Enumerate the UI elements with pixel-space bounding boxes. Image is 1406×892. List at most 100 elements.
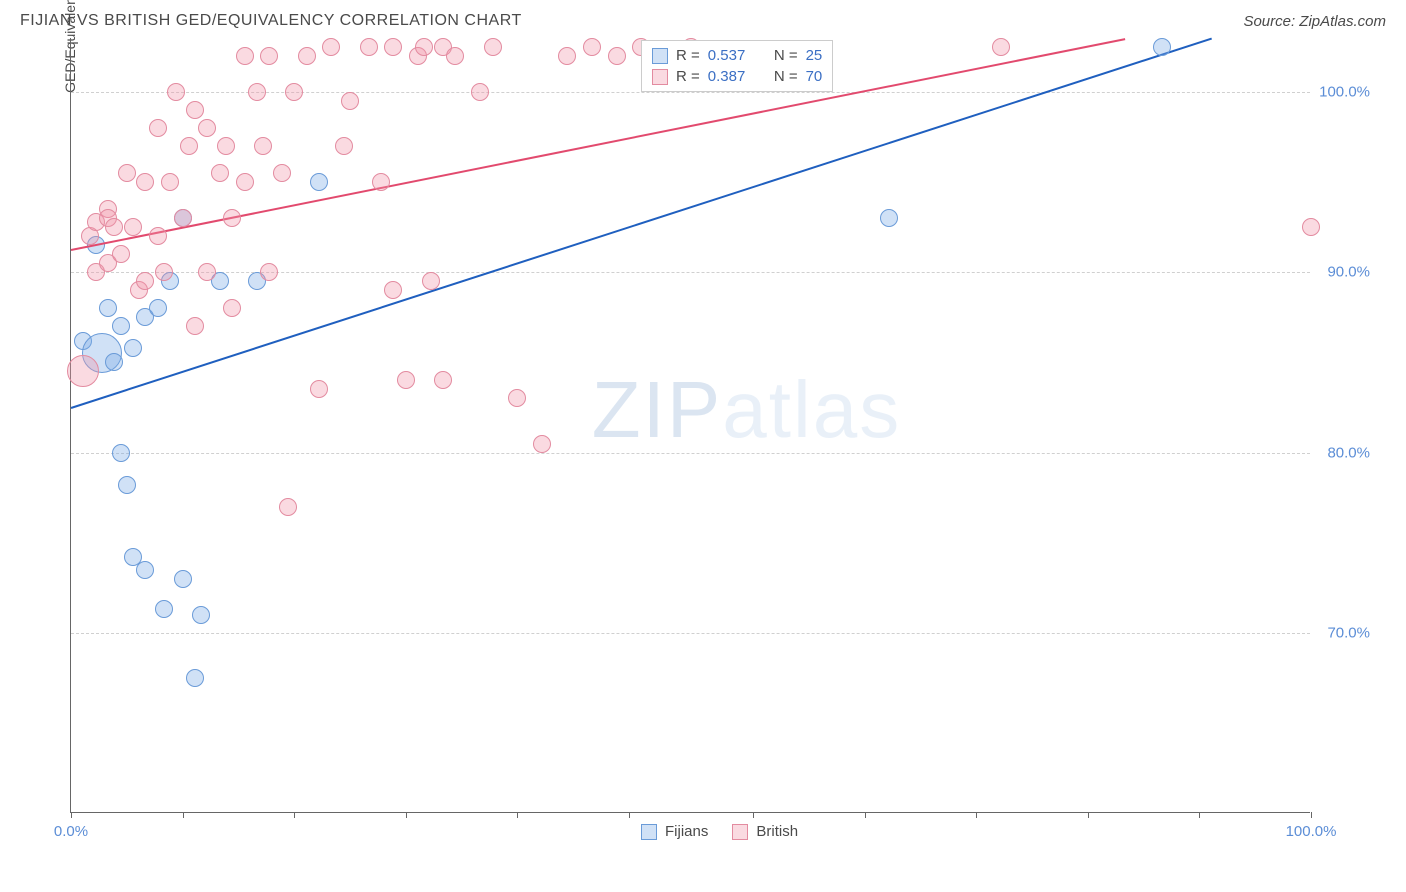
chart-title: FIJIAN VS BRITISH GED/EQUIVALENCY CORREL… xyxy=(20,12,522,30)
data-point-british xyxy=(508,389,526,407)
data-point-british xyxy=(198,263,216,281)
trend-line-fijians xyxy=(71,38,1212,409)
data-point-british xyxy=(384,281,402,299)
data-point-fijians xyxy=(136,561,154,579)
data-point-fijians xyxy=(112,317,130,335)
data-point-british xyxy=(105,218,123,236)
y-tick-label: 70.0% xyxy=(1327,624,1370,641)
data-point-british xyxy=(1302,218,1320,236)
x-tick xyxy=(976,812,977,818)
data-point-british xyxy=(186,317,204,335)
data-point-british xyxy=(118,164,136,182)
legend-row-british: R = 0.387 N = 70 xyxy=(652,66,822,87)
series-legend: Fijians British xyxy=(641,823,798,840)
data-point-fijians xyxy=(155,600,173,618)
data-point-british xyxy=(236,47,254,65)
data-point-fijians xyxy=(186,669,204,687)
x-tick xyxy=(1088,812,1089,818)
x-tick-label: 0.0% xyxy=(54,823,88,840)
legend-swatch xyxy=(652,69,668,85)
legend-row-fijians: R = 0.537 N = 25 xyxy=(652,45,822,66)
data-point-british xyxy=(149,119,167,137)
data-point-fijians xyxy=(112,444,130,462)
data-point-british xyxy=(422,272,440,290)
data-point-british xyxy=(415,38,433,56)
data-point-british xyxy=(211,164,229,182)
data-point-british xyxy=(434,371,452,389)
data-point-fijians xyxy=(105,353,123,371)
data-point-british xyxy=(112,245,130,263)
legend-n-label: N = xyxy=(774,68,798,85)
data-point-british xyxy=(248,83,266,101)
data-point-british xyxy=(384,38,402,56)
x-tick xyxy=(183,812,184,818)
data-point-fijians xyxy=(99,299,117,317)
data-point-british xyxy=(236,173,254,191)
data-point-fijians xyxy=(880,209,898,227)
data-point-british xyxy=(322,38,340,56)
data-point-british xyxy=(167,83,185,101)
legend-label: Fijians xyxy=(665,823,708,840)
legend-n-label: N = xyxy=(774,47,798,64)
data-point-british xyxy=(372,173,390,191)
chart-header: FIJIAN VS BRITISH GED/EQUIVALENCY CORREL… xyxy=(0,0,1406,38)
data-point-british xyxy=(180,137,198,155)
legend-r-label: R = xyxy=(676,68,700,85)
data-point-british xyxy=(217,137,235,155)
data-point-british xyxy=(136,272,154,290)
data-point-british xyxy=(260,47,278,65)
legend-swatch xyxy=(732,824,748,840)
x-tick-label: 100.0% xyxy=(1286,823,1337,840)
data-point-british xyxy=(149,227,167,245)
data-point-british xyxy=(174,209,192,227)
data-point-british xyxy=(471,83,489,101)
data-point-fijians xyxy=(192,606,210,624)
data-point-fijians xyxy=(1153,38,1171,56)
watermark: ZIPatlas xyxy=(592,364,901,456)
legend-label: British xyxy=(756,823,798,840)
plot-area: ZIPatlas 70.0%80.0%90.0%100.0%0.0%100.0%… xyxy=(70,38,1310,813)
data-point-british xyxy=(558,47,576,65)
data-point-british xyxy=(273,164,291,182)
data-point-british xyxy=(341,92,359,110)
data-point-british xyxy=(298,47,316,65)
x-tick xyxy=(865,812,866,818)
legend-swatch xyxy=(652,48,668,64)
x-tick xyxy=(1199,812,1200,818)
data-point-british xyxy=(67,355,99,387)
data-point-british xyxy=(136,173,154,191)
legend-item-british: British xyxy=(732,823,798,840)
data-point-british xyxy=(223,209,241,227)
data-point-fijians xyxy=(124,339,142,357)
chart-source: Source: ZipAtlas.com xyxy=(1243,13,1386,30)
correlation-legend: R = 0.537 N = 25R = 0.387 N = 70 xyxy=(641,40,833,92)
legend-r-value: 0.387 xyxy=(708,68,746,85)
data-point-british xyxy=(360,38,378,56)
data-point-british xyxy=(223,299,241,317)
data-point-british xyxy=(186,101,204,119)
y-tick-label: 80.0% xyxy=(1327,444,1370,461)
data-point-british xyxy=(484,38,502,56)
data-point-british xyxy=(310,380,328,398)
data-point-fijians xyxy=(149,299,167,317)
data-point-british xyxy=(992,38,1010,56)
x-tick xyxy=(71,812,72,818)
data-point-british xyxy=(161,173,179,191)
data-point-british xyxy=(533,435,551,453)
legend-n-value: 25 xyxy=(806,47,823,64)
data-point-british xyxy=(279,498,297,516)
x-tick xyxy=(1311,812,1312,818)
x-tick xyxy=(517,812,518,818)
data-point-british xyxy=(285,83,303,101)
y-tick-label: 90.0% xyxy=(1327,264,1370,281)
y-tick-label: 100.0% xyxy=(1319,84,1370,101)
data-point-british xyxy=(608,47,626,65)
data-point-fijians xyxy=(310,173,328,191)
data-point-british xyxy=(397,371,415,389)
legend-r-label: R = xyxy=(676,47,700,64)
data-point-british xyxy=(254,137,272,155)
data-point-british xyxy=(198,119,216,137)
data-point-british xyxy=(124,218,142,236)
x-tick xyxy=(753,812,754,818)
x-tick xyxy=(629,812,630,818)
